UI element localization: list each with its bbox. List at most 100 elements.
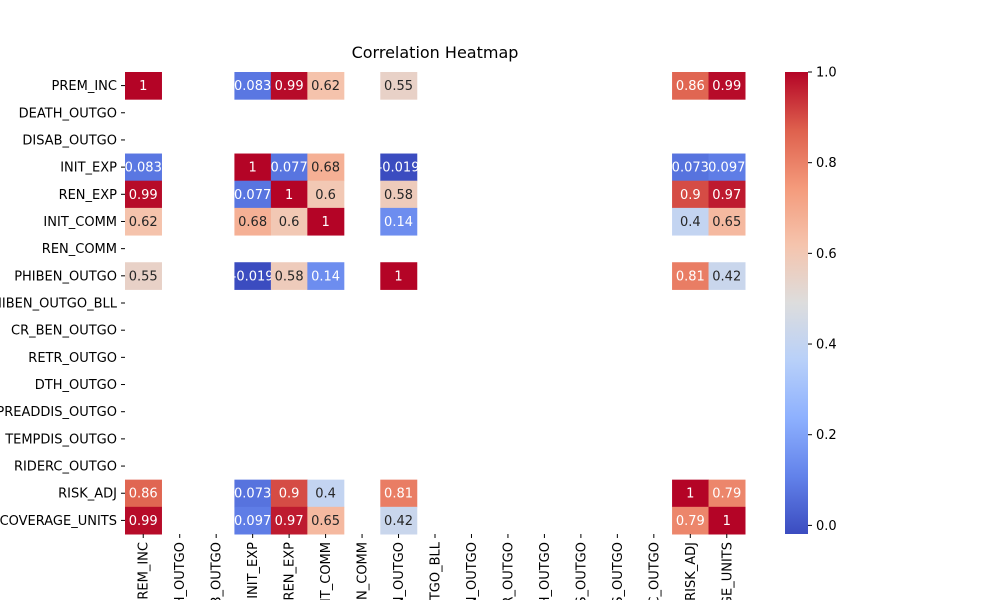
cell-label: 0.99	[129, 514, 158, 529]
cell-label: 1	[285, 188, 293, 203]
y-tick-label: INIT_EXP	[60, 161, 117, 176]
cell-label: 0.97	[275, 514, 304, 529]
cell-label: 0.42	[384, 514, 413, 529]
cell-label: 1	[686, 487, 694, 502]
cell-label: 0.62	[311, 79, 340, 94]
heatmap-cell	[708, 180, 746, 209]
cell-label: 0.9	[279, 487, 300, 502]
x-tick-label: TEMPDIS_OUTGO	[611, 542, 626, 600]
heatmap-cell	[270, 207, 308, 236]
cell-label: 0.14	[311, 269, 340, 284]
cell-label: -0.019	[232, 269, 274, 284]
x-tick-label: PREADDIS_OUTGO	[574, 542, 589, 600]
x-tick-label: PREM_INC	[137, 542, 152, 600]
cell-label: 1	[394, 269, 402, 284]
y-tick-label: REN_COMM	[42, 242, 117, 257]
heatmap-cell	[672, 479, 710, 508]
heatmap-cell	[672, 180, 710, 209]
cell-label: 0.077	[271, 161, 308, 176]
heatmap-cell	[672, 207, 710, 236]
cell-label: 0.65	[712, 215, 741, 230]
x-tick-label: DTH_OUTGO	[538, 542, 553, 600]
heatmap-cell	[307, 180, 345, 209]
cell-label: 0.6	[315, 188, 336, 203]
heatmap-cell	[270, 479, 308, 508]
heatmap-cell	[672, 72, 710, 100]
y-tick-label: DEATH_OUTGO	[19, 106, 117, 121]
heatmap-cell	[307, 207, 345, 236]
heatmap-cell	[234, 180, 272, 209]
heatmap-cell	[270, 153, 308, 182]
cell-label: 0.86	[676, 79, 705, 94]
cell-label: 0.99	[129, 188, 158, 203]
heatmap-cell	[234, 479, 272, 508]
heatmap-cell	[708, 262, 746, 290]
heatmap-cell	[380, 207, 418, 236]
heatmap-cell	[708, 153, 746, 182]
chart-title: Correlation Heatmap	[352, 43, 519, 62]
y-tick-label: REN_EXP	[59, 188, 118, 203]
heatmap-cell	[672, 153, 710, 182]
y-tick-label: RISK_ADJ	[58, 487, 117, 502]
cell-label: 0.79	[676, 514, 705, 529]
heatmap-cell	[307, 479, 345, 508]
cell-label: 0.083	[125, 161, 162, 176]
x-tick-label: PHIBEN_OUTGO	[392, 542, 407, 600]
heatmap-cell	[234, 153, 272, 182]
colorbar-tick-label: 0.4	[816, 338, 837, 353]
heatmap-cell	[125, 479, 162, 508]
heatmap-cell	[708, 506, 746, 535]
x-tick-label: DEATH_OUTGO	[173, 542, 188, 600]
heatmap-cell	[708, 479, 746, 508]
x-tick-label: DISAB_OUTGO	[210, 542, 225, 600]
colorbar-tick-label: 0.6	[816, 247, 837, 262]
heatmap-cell	[125, 72, 162, 100]
x-tick-label: RIDERC_OUTGO	[647, 542, 662, 600]
heatmap-cell	[380, 72, 418, 100]
y-tick-label: PHIBEN_OUTGO	[14, 269, 117, 284]
cell-label: 0.077	[234, 188, 271, 203]
y-tick-label: CR_BEN_OUTGO	[11, 324, 117, 339]
heatmap-cell	[380, 153, 418, 182]
x-tick-label: INIT_COMM	[319, 542, 334, 600]
heatmap-cell	[307, 506, 345, 535]
heatmap-cell	[234, 72, 272, 100]
x-tick-label: REN_EXP	[283, 542, 298, 600]
heatmap-cell	[234, 506, 272, 535]
cell-label: 0.62	[129, 215, 158, 230]
x-tick-label: RISK_ADJ	[684, 542, 699, 600]
cell-label: 1	[249, 161, 257, 176]
cell-label: 0.99	[275, 79, 304, 94]
cell-label: 0.14	[384, 215, 413, 230]
x-tick-label: COVERAGE_UNITS	[720, 542, 735, 600]
cell-label: 0.81	[384, 487, 413, 502]
cell-label: 0.68	[311, 161, 340, 176]
y-tick-label: DTH_OUTGO	[35, 378, 117, 393]
heatmap-cell	[307, 72, 345, 100]
cell-label: 0.65	[311, 514, 340, 529]
y-tick-label: PREADDIS_OUTGO	[0, 405, 117, 420]
y-tick-label: RIDERC_OUTGO	[14, 460, 117, 475]
cell-label: 0.6	[279, 215, 300, 230]
cell-label: 0.58	[275, 269, 304, 284]
heatmap-cell	[672, 262, 710, 290]
cell-label: 0.86	[129, 487, 158, 502]
colorbar-tick-label: 0.0	[816, 519, 837, 534]
heatmap-cell	[125, 180, 162, 209]
colorbar	[785, 72, 808, 534]
y-tick-label: INIT_COMM	[43, 215, 117, 230]
cell-label: 0.097	[234, 514, 271, 529]
heatmap-cell	[380, 262, 418, 290]
cell-label: 0.4	[680, 215, 701, 230]
heatmap-cell	[708, 72, 746, 100]
cell-label: 0.42	[712, 269, 741, 284]
heatmap-cell	[125, 153, 162, 182]
y-tick-label: TEMPDIS_OUTGO	[4, 432, 117, 447]
heatmap-cell	[380, 479, 418, 508]
heatmap-cell	[380, 506, 418, 535]
y-tick-label: PREM_INC	[52, 79, 117, 94]
x-tick-label: INIT_EXP	[246, 542, 261, 599]
cell-label: 0.55	[384, 79, 413, 94]
cell-label: 1	[139, 79, 147, 94]
